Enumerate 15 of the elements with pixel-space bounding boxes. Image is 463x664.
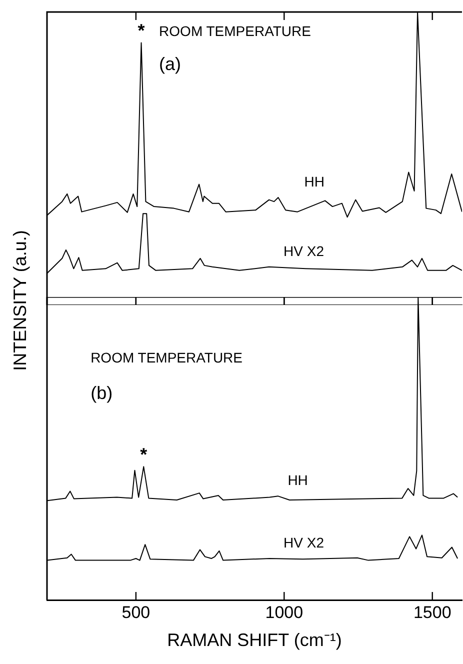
series-label: HH xyxy=(304,173,325,190)
x-axis-title: RAMAN SHIFT (cm⁻¹) xyxy=(167,630,342,650)
annotation: * xyxy=(140,444,148,465)
x-tick-label: 1000 xyxy=(265,602,304,622)
annotation: ROOM TEMPERATURE xyxy=(159,23,311,40)
series-label: HV X2 xyxy=(284,242,324,259)
x-tick-label: 1500 xyxy=(413,602,452,622)
annotation: * xyxy=(138,20,145,41)
annotation: (b) xyxy=(90,382,113,403)
series-label: HV X2 xyxy=(284,534,324,550)
series-label: HH xyxy=(288,472,308,488)
annotation: (a) xyxy=(159,54,182,74)
y-axis-title: INTENSITY (a.u.) xyxy=(9,230,30,370)
annotation: ROOM TEMPERATURE xyxy=(90,349,243,366)
x-tick-label: 500 xyxy=(122,602,150,622)
